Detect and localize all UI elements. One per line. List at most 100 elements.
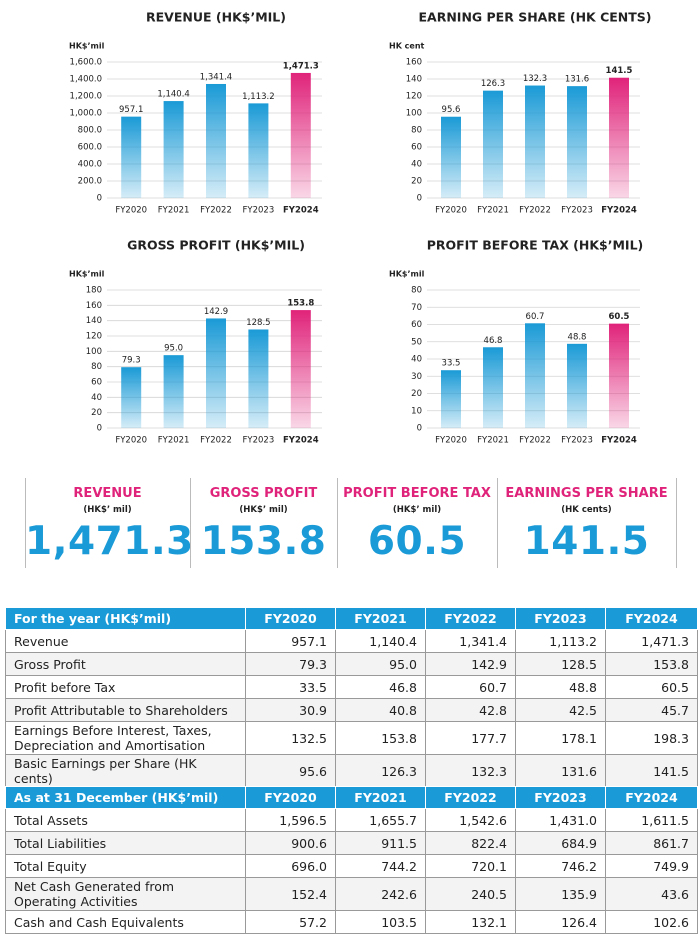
table-row: Earnings Before Interest, Taxes, Depreci… [5, 721, 698, 755]
value-cell: 42.8 [425, 698, 516, 722]
x-tick-label: FY2020 [435, 436, 467, 446]
axis-unit: HK cent [389, 42, 425, 51]
value-cell: 684.9 [515, 831, 606, 855]
y-tick-label: 80 [411, 126, 422, 136]
value-cell: 242.6 [335, 877, 426, 911]
value-cell: 900.6 [245, 831, 336, 855]
header-cell: FY2021 [335, 607, 426, 630]
y-tick-label: 100 [86, 347, 102, 357]
value-cell: 1,596.5 [245, 808, 336, 832]
bar [163, 101, 184, 198]
value-cell: 46.8 [335, 675, 426, 699]
kpi-title: GROSS PROFIT [209, 486, 318, 501]
bar [483, 90, 503, 198]
x-tick-label: FY2020 [435, 206, 467, 216]
data-table: As at 31 December (HK$’mil) FY2020 FY2021 F… [5, 786, 698, 934]
value-cell: 126.4 [515, 910, 606, 934]
value-label: 95.0 [164, 344, 183, 354]
y-tick-label: 40 [411, 160, 422, 170]
value-cell: 57.2 [245, 910, 336, 934]
table-row: Cash and Cash Equivalents 57.2 103.5 132.1 1… [5, 910, 698, 934]
y-tick-label: 180 [86, 286, 102, 296]
bar [525, 323, 545, 428]
x-tick-label: FY2023 [243, 436, 275, 446]
y-tick-label: 0 [417, 194, 422, 204]
bar [290, 72, 311, 198]
value-label: 95.6 [442, 105, 461, 115]
header-cell: FY2020 [245, 786, 336, 809]
row-label: Basic Earnings per Share (HK cents) [5, 754, 246, 788]
bar [483, 347, 503, 428]
x-tick-label: FY2022 [519, 436, 551, 446]
y-tick-label: 20 [411, 177, 422, 187]
value-label: 128.5 [246, 318, 270, 328]
row-label: Total Equity [5, 854, 246, 878]
y-tick-label: 120 [86, 332, 102, 342]
y-tick-label: 1,600.0 [70, 58, 102, 68]
x-tick-label: FY2022 [519, 206, 551, 216]
y-tick-label: 800.0 [78, 126, 102, 136]
x-tick-label: FY2021 [477, 206, 509, 216]
kpi-value: 141.5 [523, 519, 650, 564]
axis-unit: HK$’mil [69, 270, 105, 279]
table-row: Basic Earnings per Share (HK cents) 95.6 1… [5, 754, 698, 788]
kpi-unit: (HK$’ mil) [239, 505, 288, 515]
value-label: 46.8 [484, 336, 503, 346]
row-label: Net Cash Generated from Operating Activi… [5, 877, 246, 911]
separator [497, 478, 498, 568]
header-row: As at 31 December (HK$’mil) FY2020 FY2021 F… [5, 786, 698, 809]
x-tick-label: FY2022 [200, 206, 232, 216]
value-cell: 43.6 [605, 877, 698, 911]
kpi-unit: (HK$’ mil) [83, 505, 132, 515]
kpi-title: REVENUE [73, 486, 142, 501]
x-tick-label: FY2020 [115, 436, 147, 446]
value-cell: 1,341.4 [425, 629, 516, 653]
x-tick-label: FY2021 [158, 436, 190, 446]
separator [190, 478, 191, 568]
y-tick-label: 160 [86, 301, 102, 311]
value-cell: 822.4 [425, 831, 516, 855]
value-cell: 1,471.3 [605, 629, 698, 653]
value-cell: 198.3 [605, 721, 698, 755]
y-tick-label: 1,200.0 [70, 92, 102, 102]
value-label: 1,140.4 [157, 90, 189, 100]
value-cell: 720.1 [425, 854, 516, 878]
value-cell: 1,431.0 [515, 808, 606, 832]
x-tick-label: FY2021 [477, 436, 509, 446]
value-label: 132.3 [523, 74, 547, 84]
value-cell: 132.3 [425, 754, 516, 788]
value-cell: 1,542.6 [425, 808, 516, 832]
value-label: 48.8 [568, 332, 587, 342]
value-cell: 30.9 [245, 698, 336, 722]
bar [441, 116, 461, 198]
y-tick-label: 60 [91, 378, 102, 388]
y-tick-label: 50 [411, 337, 422, 347]
x-tick-label: FY2023 [243, 206, 275, 216]
kpi-unit: (HK$’ mil) [392, 505, 442, 515]
value-cell: 957.1 [245, 629, 336, 653]
y-tick-label: 120 [406, 92, 422, 102]
kpi-box: GROSS PROFIT (HK$’ mil) 153.8 [190, 478, 337, 568]
kpi-box: REVENUE (HK$’ mil) 1,471.3 [25, 478, 193, 568]
x-tick-label: FY2021 [158, 206, 190, 216]
value-cell: 79.3 [245, 652, 336, 676]
value-cell: 153.8 [605, 652, 698, 676]
value-cell: 861.7 [605, 831, 698, 855]
bar [441, 370, 461, 428]
row-label: Earnings Before Interest, Taxes, Depreci… [5, 721, 246, 755]
x-tick-label: FY2023 [561, 436, 593, 446]
y-tick-label: 20 [411, 389, 422, 399]
value-cell: 60.5 [605, 675, 698, 699]
bar [609, 323, 629, 428]
value-cell: 42.5 [515, 698, 606, 722]
value-cell: 153.8 [335, 721, 426, 755]
value-label: 957.1 [119, 105, 143, 115]
bar [248, 329, 269, 428]
value-cell: 40.8 [335, 698, 426, 722]
value-cell: 1,140.4 [335, 629, 426, 653]
header-cell: FY2023 [515, 786, 606, 809]
y-tick-label: 30 [411, 372, 422, 382]
value-cell: 1,113.2 [515, 629, 606, 653]
header-cell: FY2024 [605, 786, 698, 809]
bar [206, 83, 226, 198]
